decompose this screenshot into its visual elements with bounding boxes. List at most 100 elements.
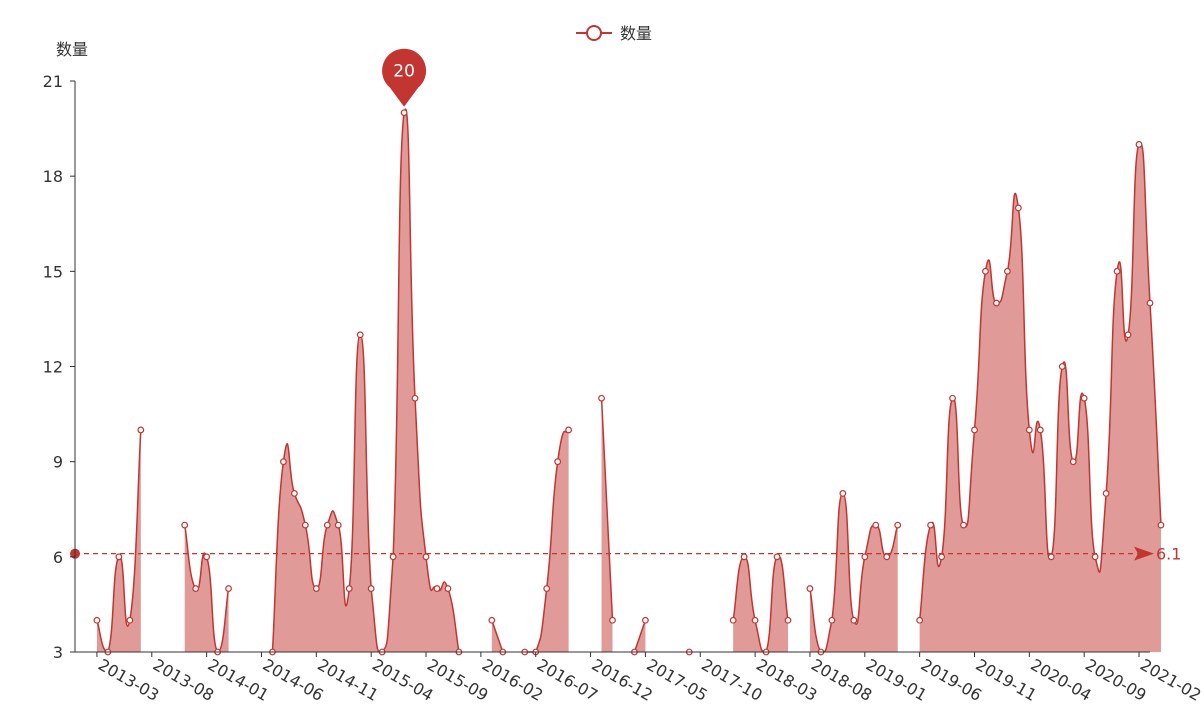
data-point[interactable] bbox=[949, 394, 956, 402]
data-point[interactable] bbox=[1113, 267, 1121, 275]
data-point[interactable] bbox=[740, 553, 748, 561]
y-axis-label: 数量 bbox=[56, 40, 88, 59]
area-segment bbox=[733, 555, 789, 652]
x-tick-label: 2019-06 bbox=[918, 655, 985, 705]
data-point[interactable] bbox=[356, 331, 364, 339]
series-line-segment bbox=[809, 492, 899, 653]
data-point[interactable] bbox=[126, 616, 134, 624]
y-tick-label: 6 bbox=[53, 548, 63, 567]
x-tick-label: 2016-12 bbox=[589, 655, 656, 705]
data-point[interactable] bbox=[828, 616, 836, 624]
data-point[interactable] bbox=[883, 553, 891, 561]
data-point[interactable] bbox=[861, 553, 869, 561]
x-tick-label: 2020-09 bbox=[1082, 655, 1149, 705]
y-tick-label: 9 bbox=[53, 453, 63, 472]
x-tick-label: 2018-08 bbox=[808, 655, 875, 705]
legend[interactable]: 数量 bbox=[576, 24, 652, 43]
area-segment bbox=[919, 143, 1161, 652]
data-point[interactable] bbox=[1058, 363, 1066, 370]
max-pin-layer: 20 bbox=[382, 48, 427, 107]
data-point[interactable] bbox=[806, 585, 814, 592]
mean-line-label: 6.1 bbox=[1156, 545, 1181, 564]
data-point[interactable] bbox=[301, 521, 309, 529]
data-point[interactable] bbox=[203, 553, 211, 561]
data-point[interactable] bbox=[642, 616, 649, 624]
y-tick-label: 21 bbox=[43, 72, 63, 91]
data-point[interactable] bbox=[334, 521, 342, 529]
x-tick-label: 2016-07 bbox=[534, 655, 601, 705]
data-point[interactable] bbox=[444, 585, 452, 592]
x-tick-label: 2019-11 bbox=[972, 655, 1039, 705]
data-point[interactable] bbox=[839, 489, 847, 497]
data-point[interactable] bbox=[488, 616, 496, 624]
data-point[interactable] bbox=[784, 616, 792, 624]
data-point[interactable] bbox=[280, 458, 287, 466]
data-point[interactable] bbox=[411, 394, 419, 402]
data-point[interactable] bbox=[1069, 458, 1077, 466]
x-tick-label: 2018-03 bbox=[753, 655, 820, 705]
data-point[interactable] bbox=[225, 585, 232, 592]
data-point[interactable] bbox=[1003, 267, 1011, 275]
data-point[interactable] bbox=[872, 521, 880, 529]
points-layer bbox=[93, 109, 1165, 656]
x-tick-label: 2015-09 bbox=[424, 655, 491, 705]
x-tick-label: 2017-05 bbox=[643, 655, 710, 705]
data-point[interactable] bbox=[422, 553, 430, 561]
data-point[interactable] bbox=[181, 521, 189, 529]
data-point[interactable] bbox=[960, 521, 967, 529]
data-point[interactable] bbox=[1157, 521, 1165, 529]
x-tick-label: 2013-03 bbox=[95, 655, 162, 705]
data-point[interactable] bbox=[773, 553, 781, 561]
data-point[interactable] bbox=[115, 553, 123, 561]
data-point[interactable] bbox=[345, 585, 353, 592]
series-line-segment bbox=[600, 398, 614, 621]
data-point[interactable] bbox=[1080, 394, 1088, 402]
data-point[interactable] bbox=[93, 616, 101, 624]
x-tick-label: 2017-10 bbox=[698, 655, 765, 705]
data-point[interactable] bbox=[367, 585, 375, 592]
data-point[interactable] bbox=[312, 585, 320, 592]
data-point[interactable] bbox=[389, 553, 397, 561]
legend-label: 数量 bbox=[620, 24, 652, 43]
data-point[interactable] bbox=[938, 553, 945, 561]
data-point[interactable] bbox=[993, 299, 1000, 307]
area-segment bbox=[184, 525, 229, 652]
area-segment bbox=[96, 429, 141, 652]
data-point[interactable] bbox=[609, 616, 616, 624]
y-tick-label: 18 bbox=[43, 167, 63, 186]
data-point[interactable] bbox=[894, 521, 902, 529]
data-point[interactable] bbox=[916, 616, 924, 624]
data-point[interactable] bbox=[290, 489, 298, 497]
data-point[interactable] bbox=[1124, 331, 1132, 339]
data-point[interactable] bbox=[751, 616, 759, 624]
x-tick-label: 2014-06 bbox=[259, 655, 326, 705]
max-pin[interactable] bbox=[382, 48, 427, 107]
data-point[interactable] bbox=[192, 585, 200, 592]
data-point[interactable] bbox=[1047, 553, 1055, 561]
data-point[interactable] bbox=[1014, 204, 1022, 212]
data-point[interactable] bbox=[850, 616, 858, 624]
legend-circle-marker bbox=[586, 25, 602, 41]
data-point[interactable] bbox=[1102, 489, 1110, 497]
area-segment bbox=[524, 429, 569, 652]
data-point[interactable] bbox=[1135, 141, 1143, 148]
data-point[interactable] bbox=[927, 521, 935, 529]
data-point[interactable] bbox=[1146, 299, 1154, 307]
data-point[interactable] bbox=[971, 426, 978, 434]
data-point[interactable] bbox=[1025, 426, 1033, 434]
data-point[interactable] bbox=[729, 616, 737, 624]
data-point[interactable] bbox=[400, 109, 408, 117]
data-point[interactable] bbox=[565, 426, 573, 434]
data-point[interactable] bbox=[1091, 553, 1099, 561]
y-tick-label: 12 bbox=[43, 358, 63, 377]
data-point[interactable] bbox=[1036, 426, 1044, 434]
data-point[interactable] bbox=[598, 394, 605, 402]
data-point[interactable] bbox=[137, 426, 145, 434]
data-point[interactable] bbox=[433, 585, 441, 592]
data-point[interactable] bbox=[543, 585, 551, 592]
data-point[interactable] bbox=[982, 267, 989, 275]
max-pin-label: 20 bbox=[393, 62, 415, 82]
watermark-text: https://blog.csdn.net/Eastmount bbox=[971, 700, 1197, 716]
data-point[interactable] bbox=[554, 458, 562, 466]
data-point[interactable] bbox=[323, 521, 331, 529]
